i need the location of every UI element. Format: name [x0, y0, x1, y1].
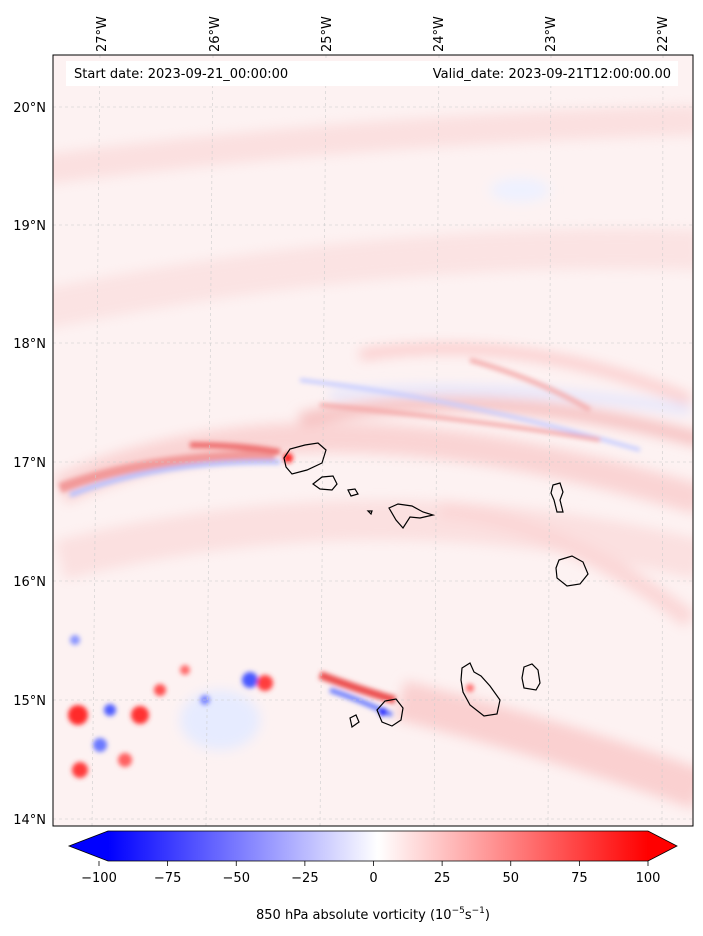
- lat-label: 18°N: [13, 337, 46, 352]
- start-date-text: Start date: 2023-09-21_00:00:00: [74, 67, 288, 82]
- island-maio: [521, 663, 541, 691]
- island-sal: [550, 482, 564, 513]
- lat-label: 20°N: [13, 101, 46, 116]
- colorbar-tick-label: 50: [502, 871, 519, 886]
- colorbar-tick-label: −75: [154, 871, 181, 886]
- lat-tick-labels: 20°N 19°N 18°N 17°N 16°N 15°N 14°N: [13, 101, 46, 828]
- lon-label: 22°W: [656, 16, 671, 52]
- island-fogo: [376, 698, 404, 727]
- island-boa-vista: [555, 555, 589, 587]
- coastlines: [283, 442, 589, 729]
- lon-label: 26°W: [208, 16, 223, 52]
- island-brava: [349, 714, 360, 729]
- island-sao-nicolau: [388, 503, 436, 529]
- valid-date-text: Valid_date: 2023-09-21T12:00:00.00: [433, 67, 671, 82]
- island-santo-antao: [283, 442, 327, 475]
- island-santa-luzia: [347, 488, 359, 497]
- colorbar-tick-label: −25: [291, 871, 318, 886]
- lon-label: 25°W: [320, 16, 335, 52]
- lat-label: 19°N: [13, 219, 46, 234]
- colorbar-tick-label: 0: [369, 871, 377, 886]
- map-frame: [52, 54, 694, 827]
- colorbar-tick-label: −50: [223, 871, 250, 886]
- lat-label: 16°N: [13, 575, 46, 590]
- island-santiago: [460, 662, 501, 717]
- colorbar-tick-label: −100: [81, 871, 117, 886]
- colorbar-low-extend: [69, 831, 108, 861]
- colorbar-high-extend: [648, 831, 677, 861]
- colorbar: −100 −75 −50 −25 0 25 50 75 100 850 hPa absolute…: [67, 830, 678, 923]
- lon-label: 23°W: [544, 16, 559, 52]
- colorbar-tick-label: 25: [434, 871, 451, 886]
- island-sao-vicente: [311, 475, 338, 491]
- lon-label: 24°W: [432, 16, 447, 52]
- gridlines: [53, 55, 693, 826]
- vorticity-field: [53, 55, 693, 826]
- lon-label: 27°W: [95, 16, 110, 52]
- island-raso: [366, 510, 373, 516]
- colorbar-tick-label: 100: [636, 871, 661, 886]
- lat-label: 14°N: [13, 813, 46, 828]
- colorbar-ticks: −100 −75 −50 −25 0 25 50 75 100: [81, 861, 660, 886]
- colorbar-label: 850 hPa absolute vorticity (10−5s−1): [256, 906, 490, 923]
- lat-label: 15°N: [13, 694, 46, 709]
- lat-label: 17°N: [13, 456, 46, 471]
- lon-tick-labels: 27°W 26°W 25°W 24°W 23°W 22°W: [95, 16, 671, 52]
- colorbar-tick-label: 75: [571, 871, 588, 886]
- header-box: [66, 61, 678, 86]
